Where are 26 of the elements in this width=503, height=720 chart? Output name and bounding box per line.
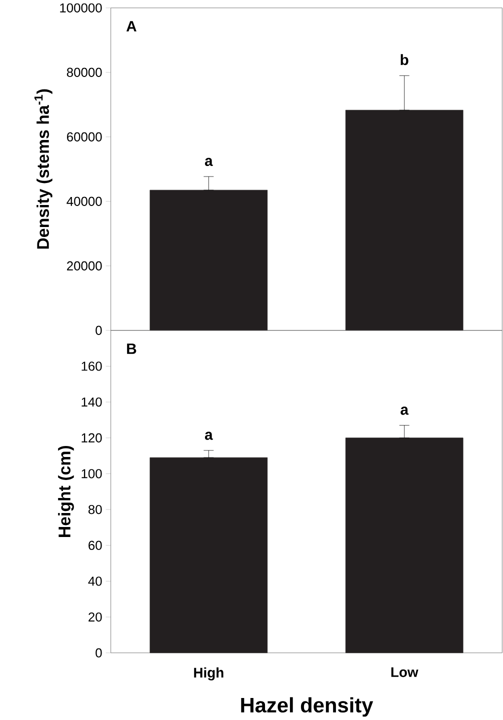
y-tick-label: 80000: [66, 68, 102, 77]
x-tick-label: Low: [391, 667, 418, 678]
y-axis-title: Density (stems ha$^{-1}$): [34, 89, 52, 249]
annotation: a: [204, 432, 213, 440]
y-tick-label: 0: [96, 648, 102, 658]
y-tick-label: 60: [88, 540, 102, 550]
y-tick-label: 20: [88, 612, 102, 622]
y-tick-label: 80: [88, 504, 102, 514]
y-tick-label: 20000: [66, 261, 102, 270]
y-tick-label: 100000: [60, 3, 102, 12]
annotation: a: [400, 406, 409, 415]
y-tick-label: 160: [82, 362, 102, 371]
y-tick-label: 40000: [66, 196, 102, 206]
text: B: [126, 344, 136, 354]
y-tick-label: 120: [82, 433, 102, 442]
y-axis-title: Height (cm): [58, 446, 74, 537]
y-tick-label: 0: [96, 326, 102, 335]
y-tick-label: 100: [82, 469, 102, 478]
x-tick-label: High: [194, 667, 224, 680]
y-tick-label: 140: [82, 397, 102, 407]
x-axis-title: Hazel density: [241, 697, 374, 717]
y-tick-label: 60000: [66, 132, 102, 142]
y-tick-label: 40: [88, 576, 102, 586]
annotation: b: [400, 54, 408, 66]
annotation: a: [204, 158, 213, 166]
text: A: [126, 21, 136, 32]
